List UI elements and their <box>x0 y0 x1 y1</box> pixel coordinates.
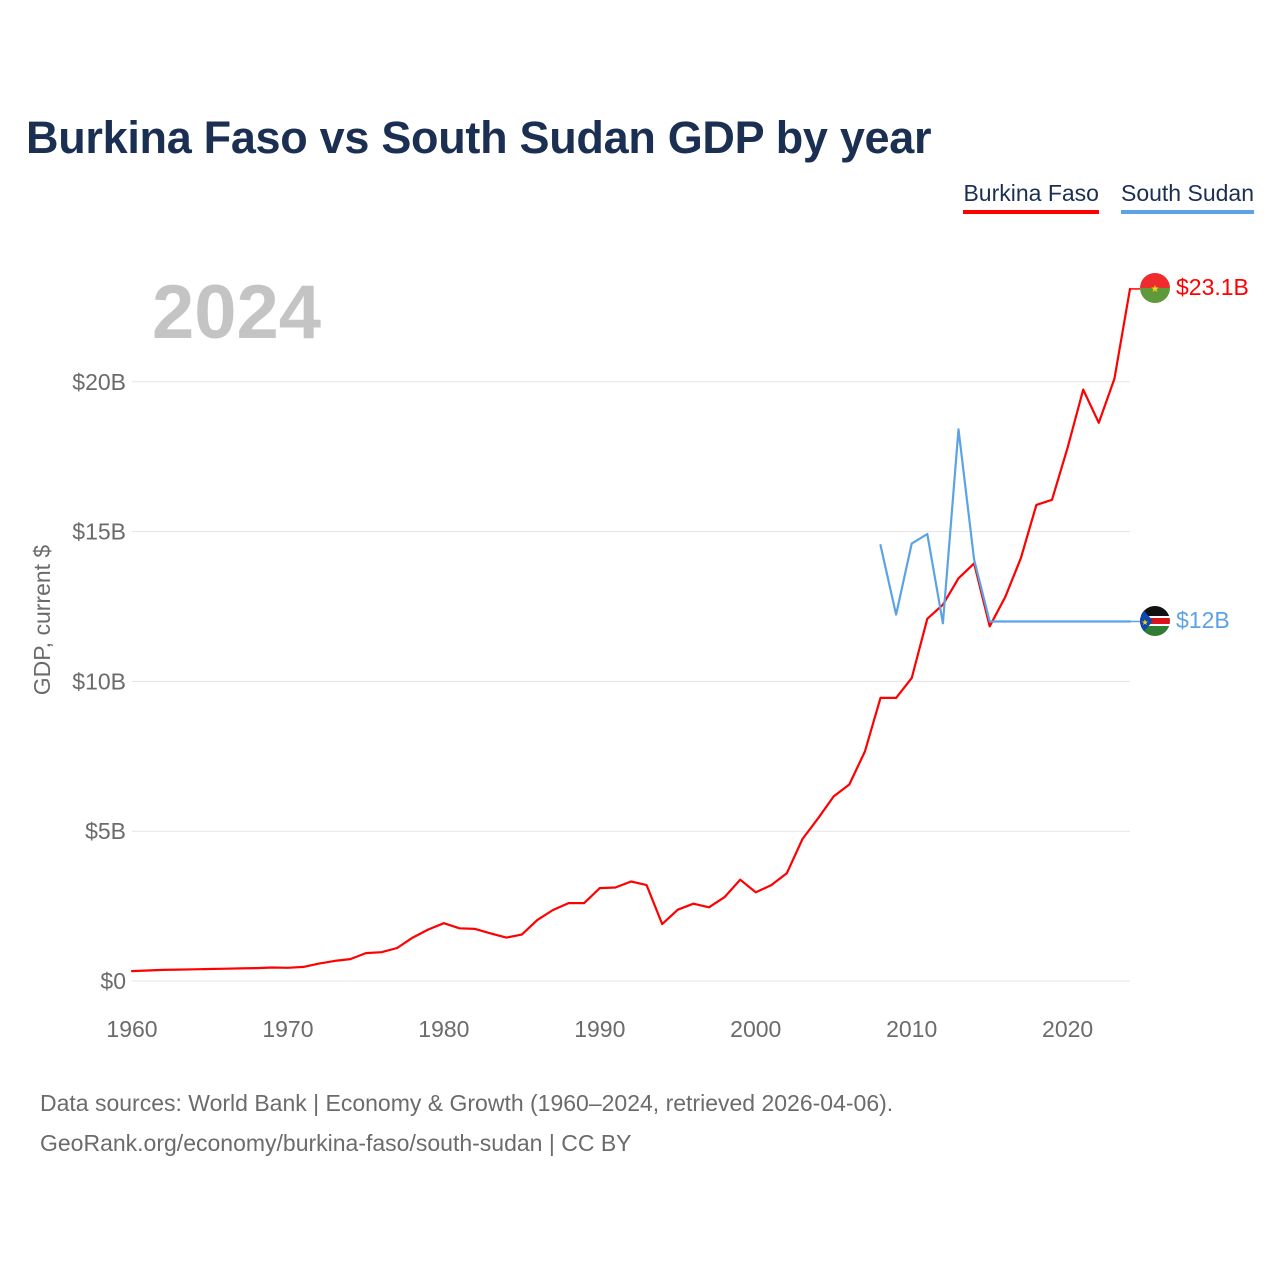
x-tick-label: 1990 <box>574 1016 625 1042</box>
legend-item-south-sudan[interactable]: South Sudan <box>1120 180 1254 214</box>
x-tick-label: 2000 <box>730 1016 781 1042</box>
footer-link[interactable]: GeoRank.org/economy/burkina-faso/south-s… <box>40 1130 632 1156</box>
burkina-faso-end-label: $23.1B <box>1176 274 1249 300</box>
year-watermark: 2024 <box>152 270 321 355</box>
y-tick-label: $10B <box>72 668 126 694</box>
south-sudan-series-line[interactable] <box>879 428 1132 625</box>
legend-item-burkina-faso[interactable]: Burkina Faso <box>963 180 1099 214</box>
y-tick-label: $5B <box>85 818 126 844</box>
x-tick-label: 1970 <box>262 1016 313 1042</box>
x-tick-label: 2010 <box>886 1016 937 1042</box>
south-sudan-end-label: $12B <box>1176 607 1230 633</box>
burkina-faso-series-line[interactable] <box>130 287 1132 973</box>
y-tick-label: $20B <box>72 369 126 395</box>
burkina-faso-flag-icon: ★ <box>1140 273 1170 303</box>
svg-text:★: ★ <box>1151 284 1160 295</box>
x-tick-label: 2020 <box>1042 1016 1093 1042</box>
x-tick-label: 1980 <box>418 1016 469 1042</box>
footer: Data sources: World Bank | Economy & Gro… <box>40 1083 893 1163</box>
south-sudan-flag-icon: ★ <box>1140 606 1170 636</box>
y-tick-label: $0 <box>100 968 126 994</box>
footer-source: Data sources: World Bank | Economy & Gro… <box>40 1090 894 1116</box>
svg-text:★: ★ <box>1141 618 1148 627</box>
legend: Burkina Faso South Sudan <box>963 180 1254 214</box>
chart-title: Burkina Faso vs South Sudan GDP by year <box>26 112 932 163</box>
x-tick-label: 1960 <box>106 1016 157 1042</box>
y-axis-label: GDP, current $ <box>29 545 55 696</box>
y-tick-label: $15B <box>72 519 126 545</box>
